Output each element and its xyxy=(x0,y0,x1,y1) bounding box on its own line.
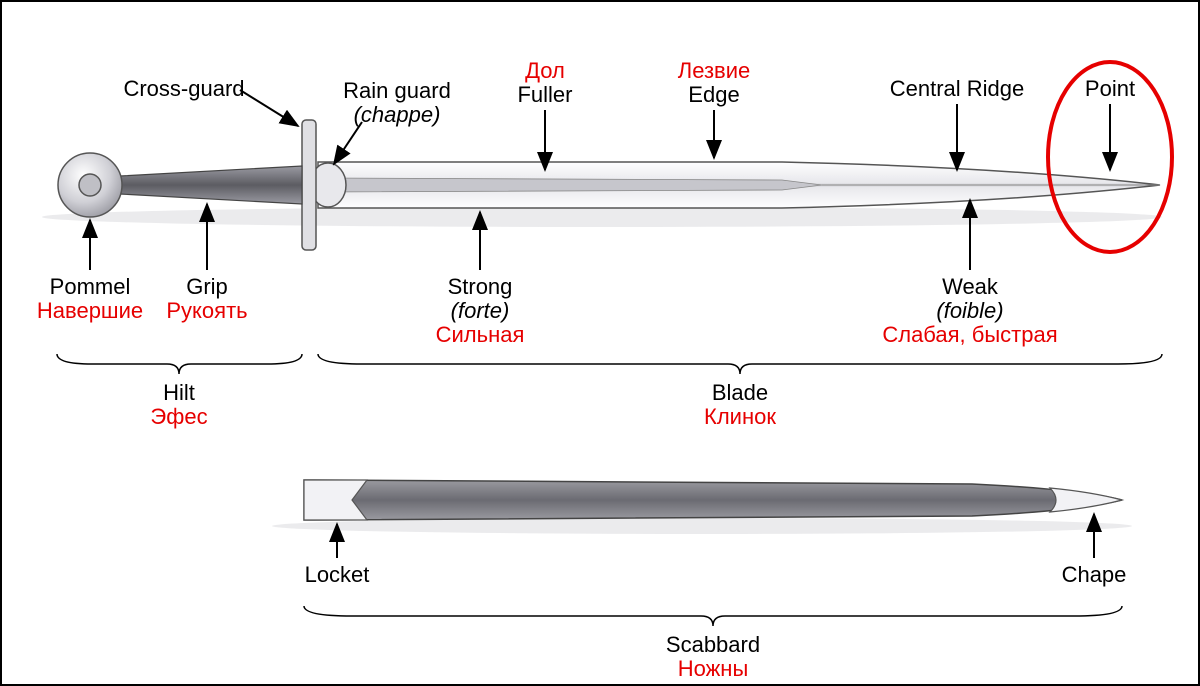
pommel-inner xyxy=(79,174,101,196)
label-crossguard: Cross-guard xyxy=(123,76,244,101)
label-locket: Locket xyxy=(305,562,370,587)
label-edge: Edge xyxy=(688,82,739,107)
label-edge-ru: Лезвие xyxy=(678,58,751,83)
label-hilt-ru: Эфес xyxy=(150,404,207,429)
label-weak: Weak xyxy=(942,274,999,299)
label-strong: Strong xyxy=(448,274,513,299)
fuller-groove xyxy=(318,178,822,192)
label-weak-it: (foible) xyxy=(936,298,1003,323)
label-scabbard-ru: Ножны xyxy=(678,656,749,681)
chape xyxy=(1050,488,1122,512)
diagram-frame: Cross-guard Rain guard (chappe) Дол Full… xyxy=(0,0,1200,686)
label-pommel-ru: Навершие xyxy=(37,298,143,323)
label-blade: Blade xyxy=(712,380,768,405)
section-braces: Hilt Эфес Blade Клинок xyxy=(57,354,1162,429)
label-strong-ru: Сильная xyxy=(436,322,525,347)
label-blade-ru: Клинок xyxy=(704,404,776,429)
label-scabbard: Scabbard xyxy=(666,632,760,657)
grip xyxy=(120,166,302,204)
label-grip-ru: Рукоять xyxy=(166,298,247,323)
label-pommel: Pommel xyxy=(50,274,131,299)
cross-guard xyxy=(302,120,316,250)
label-point: Point xyxy=(1085,76,1135,101)
bottom-labels: Pommel Навершие Grip Рукоять Strong (for… xyxy=(37,274,1058,347)
label-hilt: Hilt xyxy=(163,380,195,405)
label-centralridge: Central Ridge xyxy=(890,76,1025,101)
label-rainguard: Rain guard xyxy=(343,78,451,103)
label-grip: Grip xyxy=(186,274,228,299)
sword xyxy=(42,120,1162,250)
scabbard xyxy=(272,480,1132,534)
top-labels: Cross-guard Rain guard (chappe) Дол Full… xyxy=(123,58,1135,127)
label-fuller: Fuller xyxy=(517,82,572,107)
sword-diagram-svg: Cross-guard Rain guard (chappe) Дол Full… xyxy=(2,2,1198,684)
label-strong-it: (forte) xyxy=(451,298,510,323)
label-weak-ru: Слабая, быстрая xyxy=(882,322,1057,347)
label-fuller-ru: Дол xyxy=(525,58,565,83)
label-chape: Chape xyxy=(1062,562,1127,587)
label-rainguard-it: (chappe) xyxy=(354,102,441,127)
